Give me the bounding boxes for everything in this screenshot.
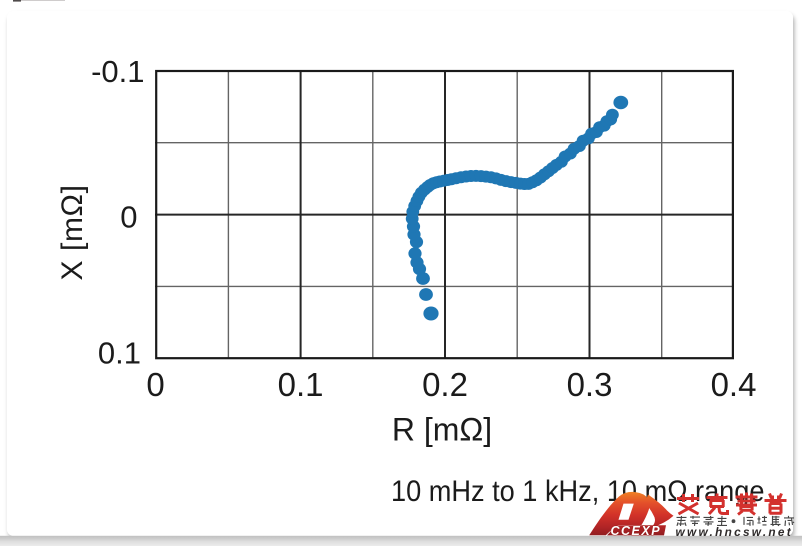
- svg-text:0: 0: [120, 200, 137, 235]
- svg-text:0.1: 0.1: [98, 336, 141, 371]
- svg-text:X [mΩ]: X [mΩ]: [56, 184, 89, 280]
- svg-text:0: 0: [146, 366, 164, 403]
- svg-text:-0.1: -0.1: [91, 54, 144, 89]
- svg-text:0.2: 0.2: [422, 366, 468, 403]
- svg-text:0.4: 0.4: [711, 366, 757, 403]
- svg-text:0.3: 0.3: [567, 366, 613, 403]
- svg-text:0.1: 0.1: [278, 366, 324, 403]
- svg-text:10 mHz to 1 kHz, 10 mΩ range: 10 mHz to 1 kHz, 10 mΩ range: [391, 475, 765, 508]
- svg-text:CCEXP: CCEXP: [611, 524, 662, 538]
- svg-text:R [mΩ]: R [mΩ]: [392, 412, 492, 448]
- svg-text:www.hncsw.net: www.hncsw.net: [676, 525, 794, 539]
